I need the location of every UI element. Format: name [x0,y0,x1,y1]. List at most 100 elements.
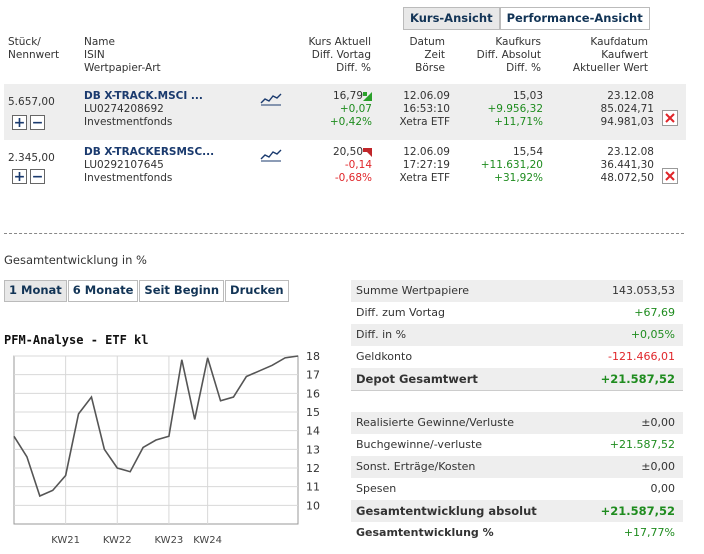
summary-label: Summe Wertpapiere [356,284,470,297]
summary-row: Depot Gesamtwert +21.587,52 [351,368,683,390]
tab-kurs-ansicht[interactable]: Kurs-Ansicht [403,7,500,30]
diff-absolut-percent: +31,92% [494,172,543,184]
col-header-kaufkurs[interactable]: Kaufkurs Diff. Absolut Diff. % [477,36,541,75]
diff-vortag: +0,07 [339,103,372,115]
col-header-line: Börse [415,62,445,74]
delete-button[interactable] [662,168,678,184]
col-header-line: Stück/ [8,36,41,48]
chart-link-icon[interactable] [260,92,282,109]
minus-button[interactable]: − [30,169,45,185]
col-header-line: Name [84,36,115,48]
isin-value: LU0274208692 [84,103,164,115]
aktueller-wert: 48.072,50 [600,172,654,184]
summary-label: Realisierte Gewinne/Verluste [356,416,514,429]
close-icon [665,113,675,123]
summary-label: Depot Gesamtwert [356,372,478,386]
boerse: Xetra ETF [399,172,450,184]
security-type: Investmentfonds [84,172,173,184]
view-tabs: Kurs-Ansicht Performance-Ansicht [403,7,650,30]
summary-value: +67,69 [634,306,675,319]
chart-link-icon[interactable] [260,148,282,165]
zeit: 16:53:10 [402,103,450,115]
summary-value: +21.587,52 [600,372,675,386]
col-header-line: Datum [409,36,445,48]
col-header-datum[interactable]: Datum Zeit Börse [409,36,445,75]
summary-value: 143.053,53 [612,284,675,297]
summary-label: Gesamtentwicklung % [356,526,494,539]
tab-performance-ansicht[interactable]: Performance-Ansicht [499,7,650,30]
tab-seit-beginn[interactable]: Seit Beginn [139,280,225,302]
kaufwert: 36.441,30 [600,159,654,171]
tab-6-monate[interactable]: 6 Monate [67,280,139,302]
datum: 12.06.09 [403,146,450,158]
summary-label: Diff. zum Vortag [356,306,446,319]
trend-up-icon [363,91,372,104]
zeit: 17:27:19 [402,159,450,171]
x-tick-label: KW23 [154,535,183,546]
summary-value: 0,00 [650,482,676,495]
security-name-link[interactable]: DB X-TRACK.MSCI ... [84,90,203,102]
kurs-aktuell: 16,79 [332,90,363,102]
diff-absolut: +11.631,20 [480,159,543,171]
diff-absolut: +9.956,32 [487,103,543,115]
summary-row: Sonst. Erträge/Kosten ±0,00 [351,456,683,478]
security-name-link[interactable]: DB X-TRACKERSMSC... [84,146,215,158]
plus-button[interactable]: + [12,115,27,131]
col-header-line: Wertpapier-Art [84,62,161,74]
summary-row: Gesamtentwicklung % +17,77% [351,522,683,544]
col-header-line: ISIN [84,49,105,61]
performance-chart: 10 11 12 13 14 15 16 17 18 KW21 KW22 KW23 KW24 [13,350,320,546]
stueck-value: 2.345,00 [8,152,55,164]
summary-row: Gesamtentwicklung absolut +21.587,52 [351,500,683,522]
table-row: 2.345,00 + − DB X-TRACKERSMSC... LU02921… [4,142,686,198]
y-tick-label: 17 [306,369,320,382]
minus-button[interactable]: − [30,115,45,131]
stueck-value: 5.657,00 [8,96,55,108]
summary-value: +17,77% [623,526,675,539]
col-header-line: Diff. % [336,62,371,74]
aktueller-wert: 94.981,03 [600,116,654,128]
summary-label: Gesamtentwicklung absolut [356,504,537,518]
chart-title: PFM-Analyse - ETF kl [4,333,149,347]
y-tick-label: 16 [306,387,320,400]
col-header-name[interactable]: Name ISIN Wertpapier-Art [84,36,161,75]
col-header-kurs[interactable]: Kurs Aktuell Diff. Vortag Diff. % [309,36,371,75]
diff-vortag: -0,14 [344,159,372,171]
summary-label: Diff. in % [356,328,407,341]
x-tick-label: KW24 [193,535,222,546]
close-icon [665,171,675,181]
col-header-line: Diff. Vortag [311,49,371,61]
diff-percent: -0,68% [334,172,372,184]
kaufkurs: 15,54 [512,146,543,158]
summary-value: +21.587,52 [600,504,675,518]
summary-row: Diff. zum Vortag +67,69 [351,302,683,324]
delete-button[interactable] [662,110,678,126]
summary-value: -121.466,01 [608,350,675,363]
y-tick-label: 15 [306,406,320,419]
x-tick-label: KW21 [51,535,80,546]
col-header-kaufdatum[interactable]: Kaufdatum Kaufwert Aktueller Wert [573,36,648,75]
trend-down-icon [363,147,372,160]
summary-value: ±0,00 [641,460,675,473]
tab-1-monat[interactable]: 1 Monat [4,280,67,302]
col-header-stueck[interactable]: Stück/ Nennwert [8,36,59,62]
y-tick-label: 18 [306,350,320,363]
summary-row: Summe Wertpapiere 143.053,53 [351,280,683,302]
col-header-line: Zeit [424,49,445,61]
divider [351,390,683,391]
col-header-line: Kurs Aktuell [308,36,371,48]
kaufdatum: 23.12.08 [607,90,654,102]
y-tick-label: 11 [306,481,320,494]
isin-value: LU0292107645 [84,159,164,171]
summary-row: Realisierte Gewinne/Verluste ±0,00 [351,412,683,434]
plus-button[interactable]: + [12,169,27,185]
x-tick-label: KW22 [103,535,132,546]
kaufkurs: 15,03 [512,90,543,102]
kaufdatum: 23.12.08 [607,146,654,158]
print-button[interactable]: Drucken [225,280,289,302]
summary-row: Geldkonto -121.466,01 [351,346,683,368]
summary-label: Sonst. Erträge/Kosten [356,460,476,473]
kaufwert: 85.024,71 [600,103,654,115]
summary-row: Diff. in % +0,05% [351,324,683,346]
diff-percent: +0,42% [329,116,372,128]
